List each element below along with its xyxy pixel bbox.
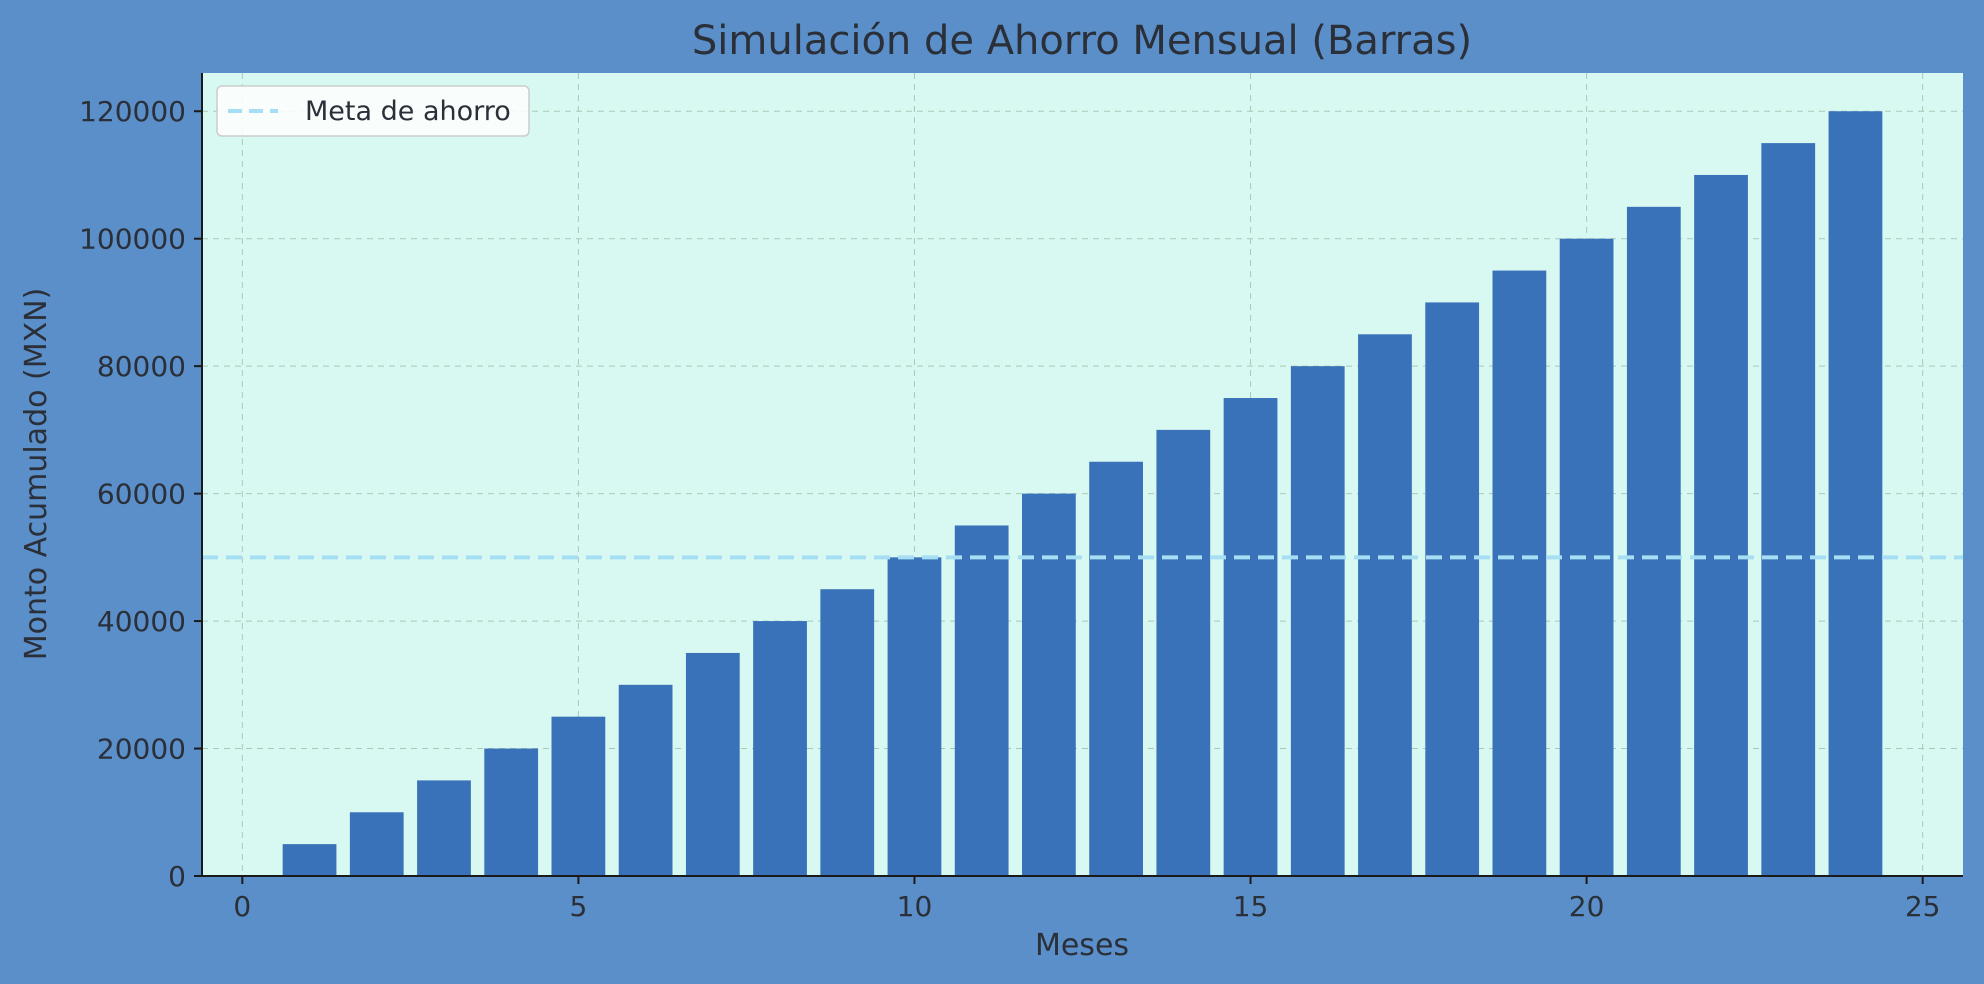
x-tick-label: 5 <box>569 890 587 923</box>
x-tick-label: 0 <box>233 890 251 923</box>
legend: Meta de ahorro <box>216 85 530 137</box>
y-axis-label: Monto Acumulado (MXN) <box>19 288 54 661</box>
bar-month-19 <box>1492 270 1547 877</box>
bar-month-18 <box>1425 302 1480 876</box>
bar-month-14 <box>1156 429 1211 876</box>
bar-month-12 <box>1022 493 1076 876</box>
bar-month-8 <box>753 621 807 876</box>
bar-month-1 <box>282 844 337 876</box>
bar-month-21 <box>1626 206 1681 877</box>
chart-title: Simulación de Ahorro Mensual (Barras) <box>692 18 1472 64</box>
bar-month-2 <box>349 812 404 876</box>
bar-month-15 <box>1223 398 1278 876</box>
y-tick-label: 100000 <box>79 223 186 256</box>
y-tick-label: 120000 <box>79 95 186 128</box>
bar-month-23 <box>1761 143 1816 877</box>
y-tick-label: 20000 <box>97 733 186 766</box>
x-axis-label: Meses <box>1035 928 1129 963</box>
y-ticks: 0 20000 40000 60000 80000 100000 120000 <box>79 95 202 893</box>
y-tick-label: 40000 <box>97 605 186 638</box>
bar-month-6 <box>618 684 673 876</box>
bar-month-16 <box>1290 366 1345 876</box>
y-tick-label: 60000 <box>97 478 186 511</box>
bar-month-4 <box>484 748 539 876</box>
bar-month-5 <box>551 716 606 876</box>
y-tick-label: 80000 <box>97 350 186 383</box>
bar-month-24 <box>1828 111 1883 876</box>
bar-month-17 <box>1358 334 1412 876</box>
bar-month-9 <box>820 589 875 876</box>
x-tick-label: 25 <box>1905 890 1941 923</box>
bar-month-22 <box>1694 174 1748 876</box>
bar-month-3 <box>417 780 471 876</box>
y-tick-label: 0 <box>168 860 186 893</box>
x-tick-label: 20 <box>1569 890 1605 923</box>
x-tick-label: 15 <box>1233 890 1269 923</box>
axes <box>201 73 1963 877</box>
bar-month-11 <box>954 525 1009 876</box>
legend-goal-label: Meta de ahorro <box>305 96 511 127</box>
bar-month-7 <box>685 652 740 876</box>
bar-month-13 <box>1089 461 1143 876</box>
x-ticks: 0 5 10 15 20 25 <box>233 876 1940 923</box>
legend-box <box>216 85 530 137</box>
bar-month-10 <box>887 557 942 876</box>
x-tick-label: 10 <box>897 890 933 923</box>
